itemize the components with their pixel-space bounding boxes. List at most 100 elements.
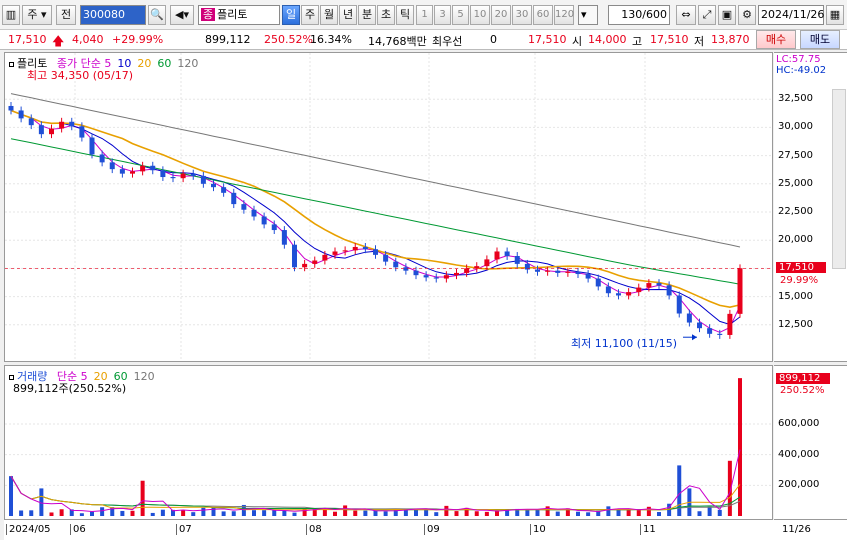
volume-bar bbox=[181, 510, 186, 516]
x-label-0: 2024/05 bbox=[6, 524, 51, 535]
interval-10[interactable]: 10 bbox=[470, 5, 490, 25]
search-icon[interactable]: 🔍 bbox=[148, 5, 166, 25]
speaker-icon[interactable]: ◀▾ bbox=[170, 5, 194, 25]
prev-button[interactable]: 전 bbox=[56, 5, 76, 25]
candle-body bbox=[160, 170, 166, 178]
x-label-5: 10 bbox=[530, 524, 546, 535]
candle-body bbox=[190, 173, 196, 176]
volume-bar bbox=[19, 510, 24, 516]
layout-icon[interactable]: ▥ bbox=[2, 5, 20, 25]
candle-body bbox=[180, 173, 186, 179]
volume-ma-line-0 bbox=[10, 475, 741, 511]
last-volume-tag: 899,112 bbox=[776, 373, 830, 384]
priority-value: 0 bbox=[490, 33, 497, 46]
draw-icon[interactable]: ⤢ bbox=[698, 5, 716, 25]
volume-bar bbox=[252, 510, 256, 516]
date-field[interactable]: 2024/11/26 bbox=[758, 5, 824, 25]
quote-bar: 17,510 🡅 4,040 +29.99% 899,112 250.52% 1… bbox=[0, 30, 847, 50]
period-type-dropdown[interactable]: 주 ▾ bbox=[22, 5, 52, 25]
interval-30[interactable]: 30 bbox=[512, 5, 532, 25]
volume-ma-line-1 bbox=[10, 475, 741, 511]
high-value: 17,510 bbox=[650, 33, 689, 46]
candle-body bbox=[140, 165, 146, 172]
volume-bar bbox=[707, 506, 712, 516]
count-field[interactable]: 130/600 bbox=[608, 5, 670, 25]
volume-bar bbox=[171, 509, 175, 516]
candle-body bbox=[332, 251, 338, 255]
tab-1[interactable]: 주 bbox=[301, 5, 319, 25]
code-input[interactable]: 300080 bbox=[80, 5, 146, 25]
price-tick-2: 27,500 bbox=[778, 149, 813, 161]
volume-chart[interactable]: 거래량 단순 5 20 60 120 899,112주(250.52%) bbox=[4, 365, 773, 520]
sell-button[interactable]: 매도 bbox=[800, 30, 840, 49]
tab-0[interactable]: 일 bbox=[282, 5, 300, 25]
tab-6[interactable]: 틱 bbox=[396, 5, 414, 25]
volume-bar bbox=[505, 509, 510, 516]
interval-1[interactable]: 1 bbox=[416, 5, 433, 25]
candle-body bbox=[302, 263, 308, 268]
interval-5[interactable]: 5 bbox=[452, 5, 469, 25]
vertical-scrollbar[interactable] bbox=[832, 89, 846, 269]
volume-bar bbox=[120, 510, 125, 516]
volume-bar bbox=[373, 510, 378, 516]
candle-body bbox=[494, 251, 500, 260]
candle-body bbox=[383, 254, 389, 262]
volume-bar bbox=[424, 509, 429, 516]
price-tick-0: 32,500 bbox=[778, 93, 813, 105]
volume-value: 899,112 bbox=[205, 33, 251, 46]
volume-bar bbox=[393, 509, 398, 516]
price-value: 17,510 bbox=[8, 33, 47, 46]
interval-dropdown[interactable]: ▾ bbox=[578, 5, 598, 25]
volume-bar bbox=[29, 510, 34, 516]
candle-body bbox=[393, 261, 399, 268]
volume-bar bbox=[586, 512, 591, 516]
price-chart[interactable]: 플리토 종가 단순 5 10 20 60 120 최고 34,350 (05/17) 최… bbox=[4, 52, 773, 362]
tab-5[interactable]: 초 bbox=[377, 5, 395, 25]
volume-plot bbox=[5, 378, 772, 516]
gear-icon[interactable]: ⚙ bbox=[738, 5, 756, 25]
zoom-icon[interactable]: ⇔ bbox=[676, 5, 696, 25]
volume-bar bbox=[262, 510, 267, 516]
candle-body bbox=[676, 295, 682, 314]
volume-bar bbox=[403, 508, 408, 516]
candle-body bbox=[38, 125, 44, 135]
candle-body bbox=[109, 162, 115, 170]
name-field[interactable]: 종 플리토 bbox=[198, 5, 280, 25]
change-value: 4,040 bbox=[72, 33, 104, 46]
candle-body bbox=[200, 175, 206, 184]
last-price-tag: 17,510 bbox=[776, 262, 826, 273]
candle-body bbox=[362, 246, 368, 250]
tab-3[interactable]: 년 bbox=[339, 5, 357, 25]
candle-body bbox=[464, 268, 470, 273]
candle-body bbox=[170, 177, 176, 179]
volume-bar bbox=[191, 512, 196, 516]
candle-body bbox=[666, 285, 672, 296]
buy-button[interactable]: 매수 bbox=[756, 30, 796, 49]
low-label: 저 bbox=[694, 35, 705, 48]
calendar-icon[interactable]: ▦ bbox=[826, 5, 844, 25]
trade-amount: 14,768백만 bbox=[368, 35, 427, 48]
candle-body bbox=[312, 260, 318, 264]
tab-2[interactable]: 월 bbox=[320, 5, 338, 25]
save-icon[interactable]: ▣ bbox=[718, 5, 736, 25]
interval-3[interactable]: 3 bbox=[434, 5, 451, 25]
interval-60[interactable]: 60 bbox=[533, 5, 553, 25]
candle-body bbox=[686, 313, 692, 323]
price-plot bbox=[5, 53, 772, 361]
interval-120[interactable]: 120 bbox=[554, 5, 574, 25]
volume-ma-line-2 bbox=[10, 475, 741, 511]
candle-body bbox=[261, 216, 267, 225]
candle-body bbox=[484, 259, 490, 267]
x-right-label: 11/26 bbox=[782, 524, 811, 535]
candle-body bbox=[231, 192, 237, 205]
interval-20[interactable]: 20 bbox=[491, 5, 511, 25]
tab-4[interactable]: 분 bbox=[358, 5, 376, 25]
x-label-3: 08 bbox=[306, 524, 322, 535]
volume-bar bbox=[292, 512, 297, 516]
candle-body bbox=[545, 270, 551, 272]
volume-bar bbox=[434, 512, 439, 516]
legend-name: 거래량 bbox=[17, 370, 48, 383]
volume-bar bbox=[606, 506, 611, 516]
volume-bar bbox=[515, 508, 520, 516]
candle-body bbox=[352, 246, 358, 251]
